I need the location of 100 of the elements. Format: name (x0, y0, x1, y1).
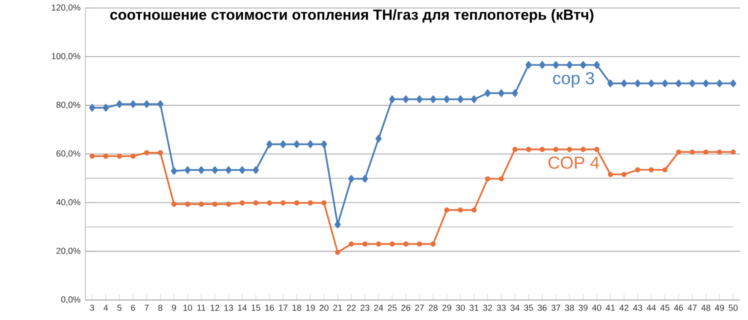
x-tick-label: 19 (306, 304, 315, 311)
point (566, 146, 572, 152)
point (376, 241, 382, 247)
x-tick-label: 36 (538, 304, 547, 311)
point (540, 146, 545, 152)
point (184, 166, 191, 174)
point (716, 80, 723, 88)
point (320, 140, 328, 148)
x-tick-label: 31 (470, 304, 478, 311)
x-tick-label: 28 (428, 304, 438, 311)
y-tick-label: 60,0% (56, 150, 80, 158)
x-tick-label: 27 (415, 304, 424, 311)
x-tick-label: 15 (252, 304, 260, 311)
series-label: COP 4 (548, 156, 600, 169)
point (90, 154, 95, 159)
x-tick-label: 33 (496, 304, 506, 311)
chart-title: соотношение стоимости отопления ТН/газ для теплопотерь (кВтч) (110, 9, 594, 23)
point (321, 200, 327, 206)
point (607, 80, 614, 88)
point (676, 149, 682, 155)
x-tick-label: 45 (660, 304, 670, 311)
y-tick-label: 80,0% (56, 102, 80, 109)
point (730, 80, 736, 88)
point (225, 166, 232, 174)
point (662, 167, 668, 172)
x-tick-label: 13 (224, 304, 233, 311)
x-tick-label: 44 (646, 304, 656, 311)
x-tick-label: 8 (158, 304, 162, 311)
point (471, 207, 477, 213)
x-tick-label: 10 (183, 304, 192, 311)
point (458, 207, 463, 213)
point (580, 146, 586, 152)
x-tick-label: 6 (131, 304, 136, 311)
x-tick-label: 24 (374, 304, 384, 311)
point (526, 146, 532, 152)
point (444, 207, 450, 213)
point (526, 61, 532, 69)
point (103, 154, 108, 159)
point (608, 172, 614, 178)
point (212, 166, 218, 174)
point (307, 140, 314, 148)
point (116, 100, 123, 108)
point (716, 149, 722, 155)
x-tick-label: 17 (278, 304, 288, 311)
point (116, 154, 122, 159)
point (130, 100, 136, 108)
point (362, 175, 368, 183)
x-tick-label: 26 (401, 304, 410, 311)
point (157, 100, 164, 108)
x-tick-label: 4 (104, 304, 108, 311)
point (690, 149, 695, 155)
x-tick-label: 37 (551, 304, 560, 311)
x-tick-label: 50 (728, 304, 738, 311)
x-tick-label: 30 (456, 304, 465, 311)
point (470, 95, 478, 104)
point (620, 80, 628, 88)
x-tick-label: 18 (292, 304, 302, 311)
x-tick-label: 21 (333, 304, 342, 311)
point (566, 61, 573, 69)
point (280, 140, 286, 148)
x-tick-label: 9 (172, 304, 176, 311)
point (512, 146, 518, 152)
point (730, 149, 736, 155)
point (457, 95, 464, 104)
point (212, 202, 218, 207)
point (621, 172, 627, 178)
x-tick-label: 39 (578, 304, 588, 311)
point (170, 167, 178, 175)
point (403, 241, 408, 247)
point (294, 200, 300, 206)
point (703, 149, 708, 155)
point (334, 220, 341, 228)
x-tick-label: 16 (265, 304, 274, 311)
point (348, 175, 354, 183)
point (144, 150, 150, 156)
point (253, 200, 258, 206)
point (171, 202, 177, 207)
point (240, 200, 245, 206)
x-tick-label: 20 (320, 304, 328, 311)
x-tick-label: 40 (592, 304, 602, 311)
x-tick-label: 7 (144, 304, 149, 311)
point (635, 167, 640, 172)
x-tick-label: 46 (674, 304, 684, 311)
x-tick-label: 22 (346, 304, 356, 311)
point (280, 200, 286, 206)
point (239, 166, 246, 174)
point (430, 95, 436, 104)
y-tick-label: 120,0% (52, 4, 80, 12)
y-tick-label: 20,0% (56, 248, 80, 255)
point (144, 100, 150, 108)
point (389, 95, 396, 104)
x-tick-label: 47 (688, 304, 697, 311)
point (512, 89, 518, 97)
point (294, 140, 300, 148)
x-tick-label: 48 (701, 304, 710, 311)
point (634, 80, 641, 88)
point (689, 80, 696, 88)
point (498, 89, 504, 97)
point (102, 104, 109, 112)
point (308, 200, 313, 206)
